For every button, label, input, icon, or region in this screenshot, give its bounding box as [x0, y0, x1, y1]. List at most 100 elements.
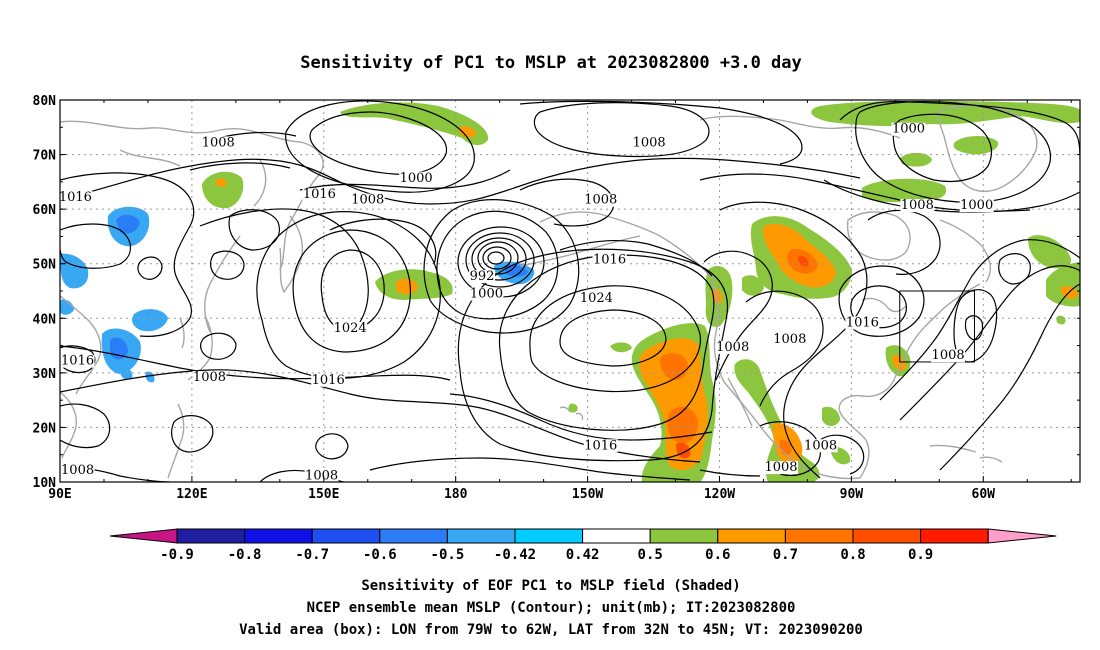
contour-label: 1016: [584, 438, 617, 453]
contour-label-bg: [764, 461, 799, 475]
contour-low-4: [471, 237, 527, 281]
colorbar-label: 0.6: [705, 547, 730, 563]
coast-hawaii: [559, 406, 584, 421]
contour-high-1024: [559, 309, 667, 367]
contour-label-bg: [583, 193, 618, 207]
contour-label-bg: [333, 321, 368, 335]
y-tick-label: 40N: [33, 312, 57, 327]
contour-label: 1000: [960, 198, 993, 213]
shade-blue-low-2: [504, 264, 528, 277]
colorbar-segment: [920, 528, 989, 544]
contour-w-1016a: [60, 223, 132, 269]
colorbar-label: -0.42: [494, 547, 536, 563]
colorbar-segment: [379, 528, 448, 544]
contour-label-bg: [592, 253, 627, 267]
contour-arctic-e2: [839, 100, 1080, 161]
map-title: Sensitivity of PC1 to MSLP at 2023082800…: [300, 53, 802, 73]
shade-arctic-3: [953, 136, 999, 155]
contour-label: 1008: [716, 340, 749, 355]
caption-line-3: Valid area (box): LON from 79W to 62W, L…: [239, 622, 863, 638]
contour-label-bg: [399, 171, 434, 185]
coast-greatlakes: [861, 297, 907, 313]
contour-label-bg: [900, 199, 935, 213]
contour-label-bg: [632, 136, 667, 150]
contour-label-bg: [192, 371, 227, 385]
sensitivity-shading: [60, 100, 1080, 482]
contour-w-1012b: [60, 403, 111, 449]
contour-trop-1012: [449, 393, 713, 441]
map-axes: 90E 120E 150E 180 150W 120W 90W 60W 80N 70N 60N 50N…: [33, 94, 1080, 502]
contour-na-atl3: [939, 283, 1080, 471]
x-tick-label: 180: [444, 487, 468, 502]
colorbar-label: -0.8: [228, 547, 262, 563]
contour-label: 1016: [61, 354, 94, 369]
caption-line-1: Sensitivity of EOF PC1 to MSLP field (Sh…: [361, 578, 740, 594]
y-tick-label: 10N: [33, 476, 57, 491]
contour-label-bg: [469, 287, 504, 301]
y-tick-label: 70N: [33, 149, 57, 164]
coast-siberia: [60, 120, 324, 271]
colorbar-segment: [784, 528, 854, 544]
contour-label: 1024: [334, 321, 367, 336]
coast-korea: [179, 317, 185, 349]
coast-alaska: [539, 211, 713, 279]
contour-mid-1016: [559, 240, 713, 277]
shade-arctic-6: [202, 171, 244, 209]
colorbar-label: 0.9: [908, 547, 933, 563]
contour-na-atl4: [953, 289, 998, 363]
coast-indochina: [60, 391, 77, 459]
colorbar-segment: [244, 528, 313, 544]
contour-label: 1008: [305, 468, 338, 483]
caption-line-2: NCEP ensemble mean MSLP (Contour); unit(…: [307, 600, 796, 616]
x-tick-label: 120E: [176, 487, 207, 502]
colorbar-label: 0.8: [840, 547, 865, 563]
x-tick-label: 150W: [572, 487, 603, 502]
coast-arctic-islands: [699, 115, 901, 139]
shade-blue-w6: [120, 368, 133, 380]
coast-carib-2: [979, 456, 1003, 463]
contour-na-1008d: [819, 434, 865, 475]
contour-label: 1008: [932, 348, 965, 363]
contour-label: 1008: [773, 332, 806, 347]
coast-gulf: [838, 379, 895, 479]
contour-label-bg: [469, 270, 496, 284]
colorbar-label: 0.7: [773, 547, 798, 563]
shade-arctic-2: [811, 100, 1080, 127]
contour-high-1020: [529, 285, 702, 393]
coast-philippines: [167, 403, 185, 479]
shade-arctic-1: [340, 102, 489, 146]
coast-bc: [711, 277, 725, 383]
contour-label: 1008: [584, 193, 617, 208]
colorbar-segment: [852, 528, 922, 544]
y-tick-label: 80N: [33, 94, 57, 109]
colorbar: -0.9 -0.8 -0.7 -0.6 -0.5 -0.42 0.42 0.5 0.6 0.7 0.…: [109, 528, 1057, 563]
contour-arctic-mid: [533, 102, 710, 158]
contour-arctic-1008: [60, 157, 861, 205]
coast-labrador: [939, 219, 992, 283]
contour-label: 1008: [633, 135, 666, 150]
shade-plume-small2: [568, 403, 578, 413]
coast-siberia-rivers: [119, 149, 267, 207]
shade-npac-1o: [396, 278, 418, 295]
contour-label-bg: [931, 349, 966, 363]
contour-low-1: [487, 251, 505, 265]
colorbar-label: -0.7: [295, 547, 329, 563]
contour-na-atl2: [899, 265, 1080, 421]
colorbar-segment: [311, 528, 381, 544]
contour-label: 1000: [892, 122, 925, 137]
shade-plume-dark2: [667, 406, 699, 444]
contour-label: 1008: [351, 193, 384, 208]
contour-w-ring1: [137, 256, 163, 280]
contour-low-7: [436, 210, 559, 320]
contour-trop-1012b: [699, 469, 761, 477]
colorbar-label: 0.5: [638, 547, 663, 563]
contour-label-bg: [311, 373, 346, 387]
shade-east-orange: [892, 354, 906, 371]
colorbar-segment: [514, 528, 584, 544]
contour-label: 1008: [193, 370, 226, 385]
contour-label-bg: [772, 332, 807, 346]
coast-baja: [727, 377, 753, 427]
x-tick-label: 150E: [308, 487, 339, 502]
contour-npac-1008: [329, 218, 437, 265]
contour-label-bg: [304, 469, 339, 482]
